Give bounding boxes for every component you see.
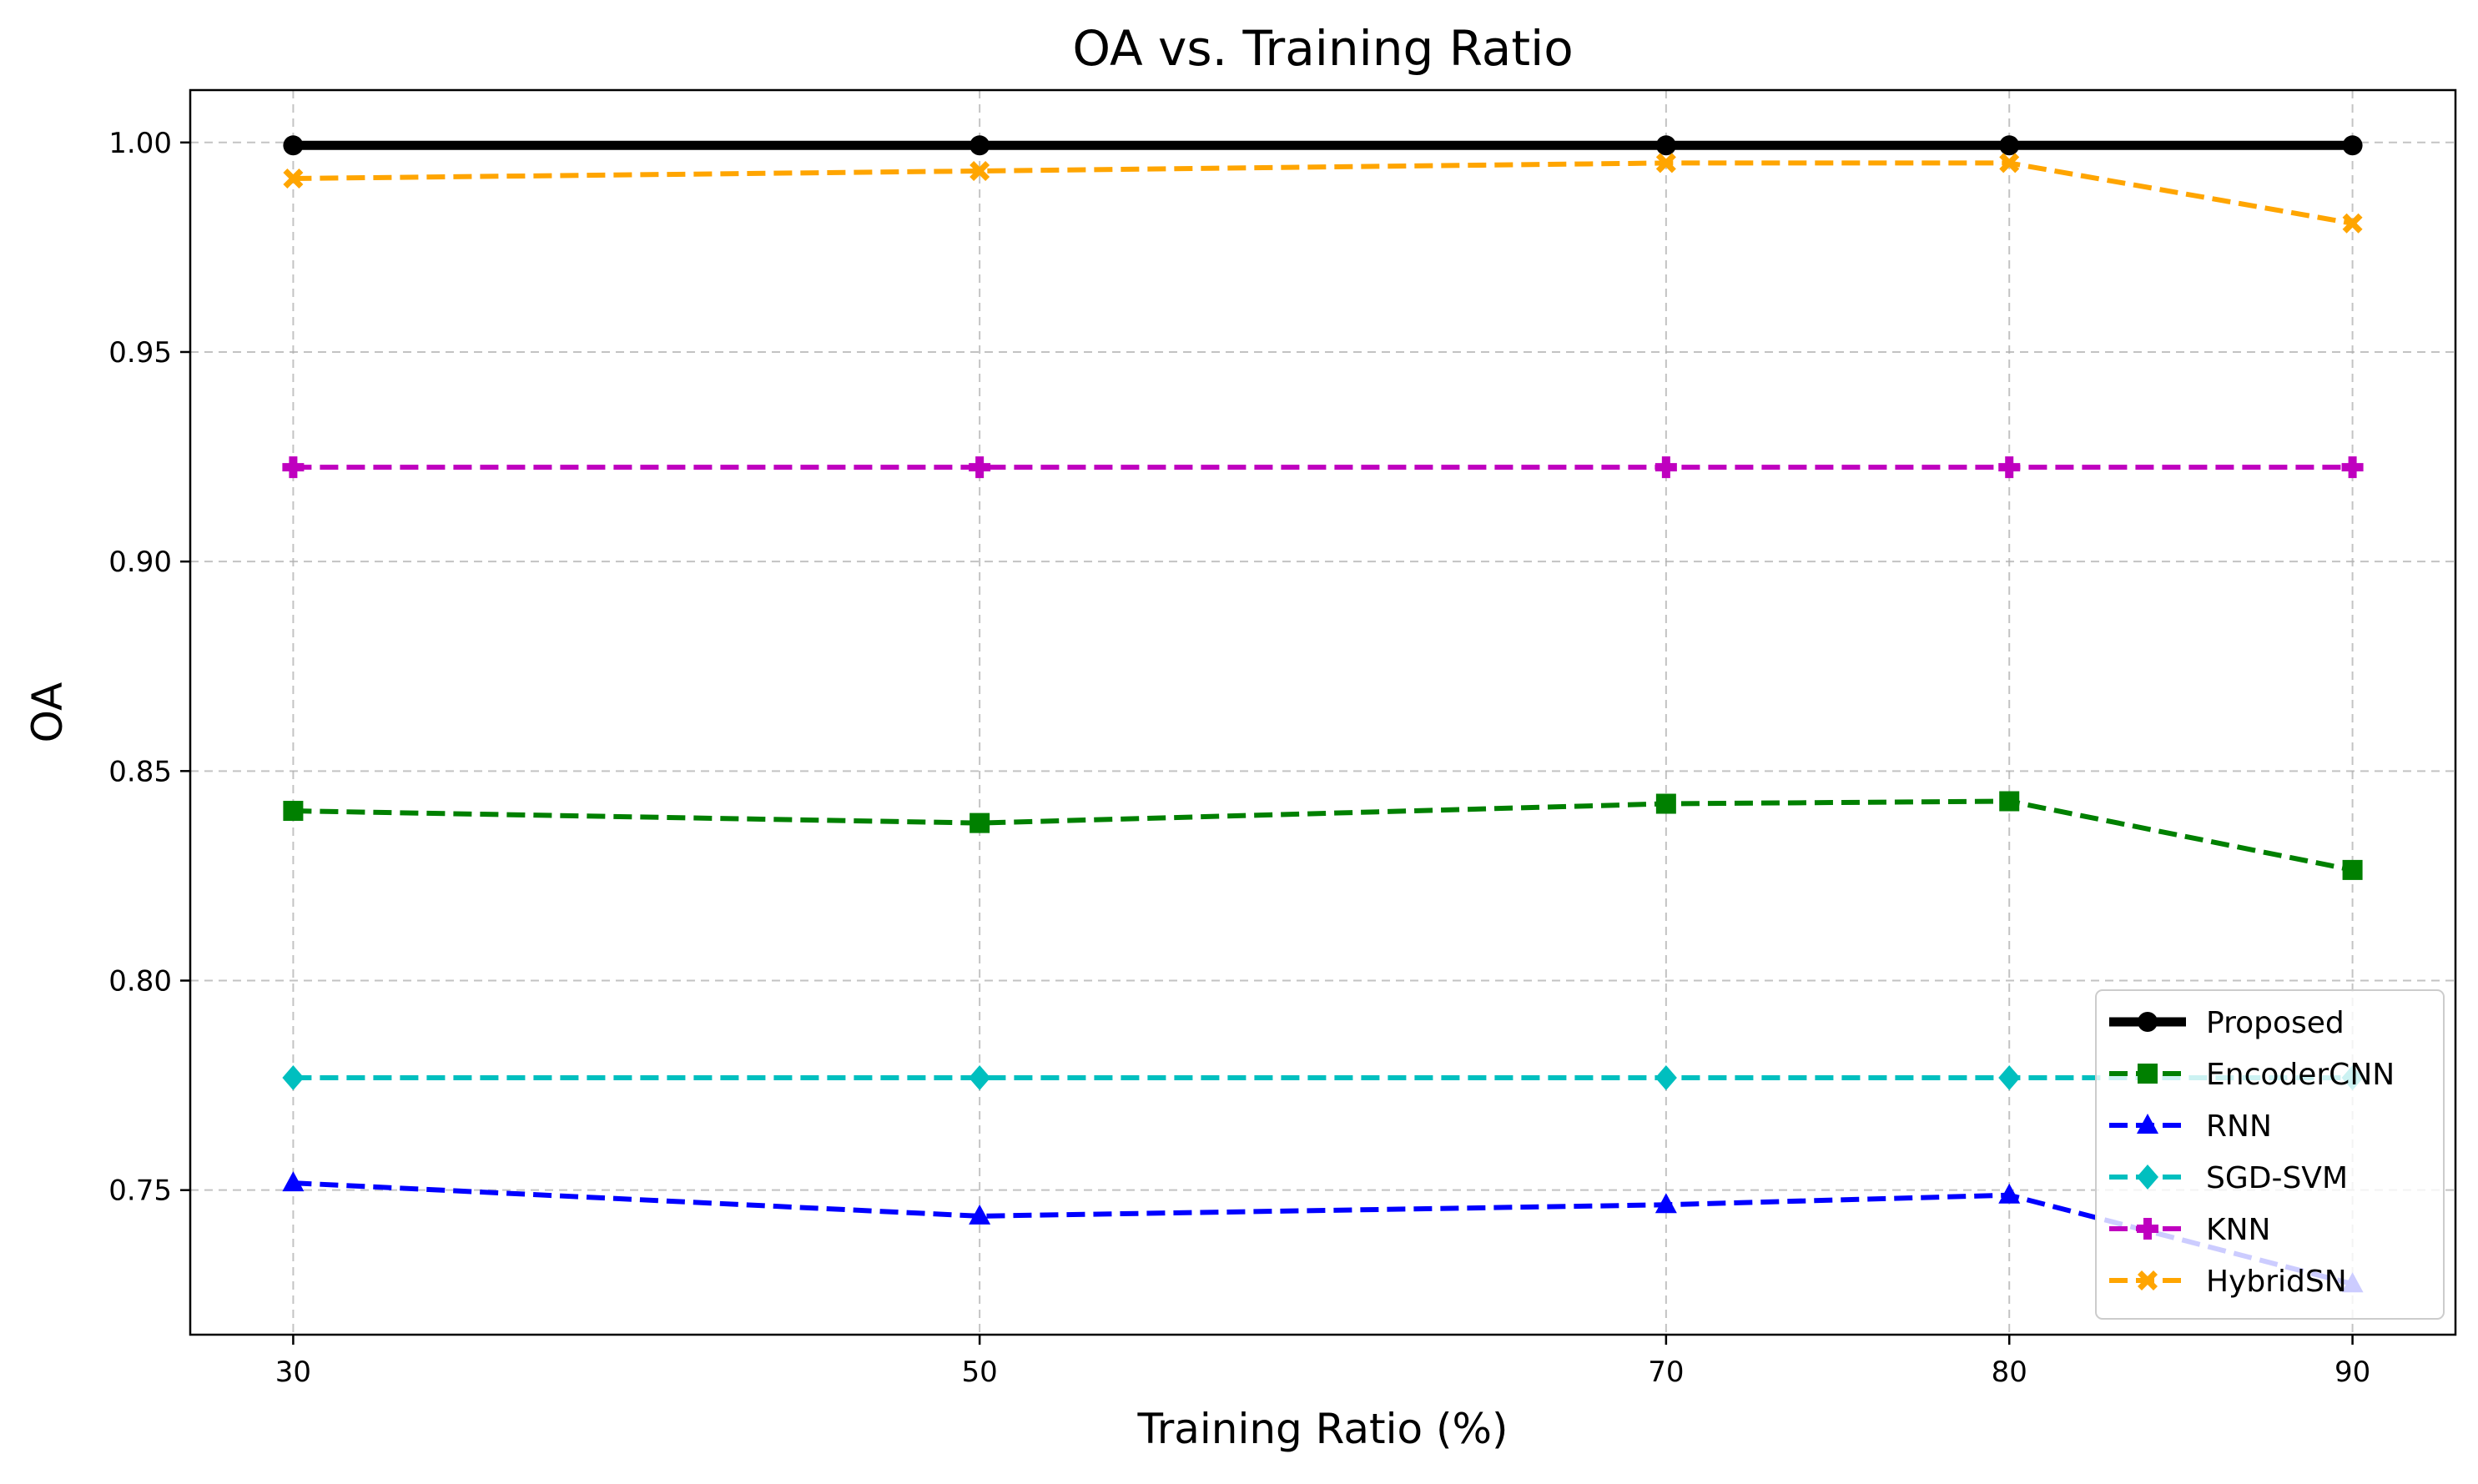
- data-point-knn: [1655, 456, 1677, 479]
- legend-item-sgd-svm: SGD-SVM: [2109, 1161, 2348, 1195]
- data-point-hybridsn: [2342, 213, 2363, 234]
- y-tick-label: 1.00: [108, 127, 172, 160]
- x-tick-label: 90: [2334, 1356, 2370, 1389]
- data-point-proposed: [283, 135, 304, 156]
- legend-label-sgd-svm: SGD-SVM: [2206, 1161, 2348, 1195]
- y-tick-label: 0.80: [108, 965, 172, 999]
- x-tick-label: 30: [275, 1356, 311, 1389]
- data-point-proposed: [1655, 135, 1676, 156]
- y-tick-label: 0.75: [108, 1175, 172, 1208]
- legend-marker-hybridsn: [2138, 1270, 2158, 1290]
- data-point-knn: [282, 456, 305, 479]
- data-point-sgd-svm: [282, 1065, 305, 1091]
- legend-item-hybridsn: HybridSN: [2109, 1265, 2347, 1299]
- y-tick-label: 0.85: [108, 755, 172, 788]
- x-tick-label: 50: [962, 1356, 998, 1389]
- chart-title: OA vs. Training Ratio: [1072, 20, 1573, 77]
- data-point-proposed: [1999, 135, 2020, 156]
- legend-label-rnn: RNN: [2206, 1109, 2272, 1144]
- data-point-rnn: [1998, 1183, 2021, 1204]
- series-hybridsn: [283, 153, 2363, 234]
- data-point-hybridsn: [1655, 153, 1676, 174]
- data-point-knn: [1998, 456, 2021, 479]
- data-point-encodercnn: [1655, 793, 1676, 814]
- data-point-encodercnn: [1999, 791, 2020, 812]
- y-axis-label: OA: [23, 682, 72, 743]
- legend-marker-encodercnn: [2138, 1064, 2158, 1084]
- legend-label-hybridsn: HybridSN: [2206, 1265, 2347, 1299]
- data-point-knn: [969, 456, 991, 479]
- data-point-sgd-svm: [969, 1065, 991, 1091]
- legend-item-proposed: Proposed: [2109, 1006, 2345, 1040]
- data-point-rnn: [969, 1204, 991, 1225]
- legend-marker-rnn: [2137, 1114, 2158, 1134]
- data-point-hybridsn: [1999, 153, 2020, 174]
- x-tick-label: 70: [1648, 1356, 1684, 1389]
- legend-item-rnn: RNN: [2109, 1109, 2272, 1144]
- series-knn: [282, 456, 2364, 479]
- plot-frame: [189, 88, 2457, 1336]
- legend-label-encodercnn: EncoderCNN: [2206, 1058, 2395, 1092]
- data-point-proposed: [970, 135, 990, 156]
- data-point-encodercnn: [2342, 859, 2363, 880]
- legend-marker-sgd-svm: [2137, 1165, 2158, 1190]
- legend-marker-proposed: [2138, 1012, 2158, 1032]
- series-encodercnn: [283, 791, 2363, 880]
- data-point-rnn: [1655, 1193, 1677, 1214]
- data-point-proposed: [2342, 135, 2363, 156]
- tick-layer: 30 50 70 80 90 0.75 0.80 0.85 0.90 0.95 1.00: [108, 127, 2370, 1389]
- data-point-sgd-svm: [1655, 1065, 1677, 1091]
- legend-marker-knn: [2137, 1218, 2158, 1240]
- x-tick-label: 80: [1992, 1356, 2027, 1389]
- legend-item-knn: KNN: [2109, 1213, 2270, 1247]
- plot-layer: [282, 135, 2364, 1293]
- data-point-hybridsn: [283, 168, 304, 189]
- data-point-encodercnn: [970, 812, 990, 833]
- legend-item-encodercnn: EncoderCNN: [2109, 1058, 2395, 1092]
- x-axis-label: Training Ratio (%): [1137, 1405, 1508, 1453]
- legend: Proposed EncoderCNN RNN SGD-SVM KNN HybridSN: [2095, 989, 2445, 1320]
- data-point-encodercnn: [283, 801, 304, 822]
- data-point-hybridsn: [970, 160, 990, 181]
- data-point-sgd-svm: [1998, 1065, 2021, 1091]
- y-tick-label: 0.90: [108, 546, 172, 579]
- series-proposed: [283, 135, 2363, 156]
- y-tick-label: 0.95: [108, 336, 172, 370]
- legend-label-proposed: Proposed: [2206, 1006, 2345, 1040]
- data-point-rnn: [282, 1171, 305, 1192]
- legend-label-knn: KNN: [2206, 1213, 2270, 1247]
- legend-box: [2095, 989, 2445, 1320]
- data-point-knn: [2341, 456, 2364, 479]
